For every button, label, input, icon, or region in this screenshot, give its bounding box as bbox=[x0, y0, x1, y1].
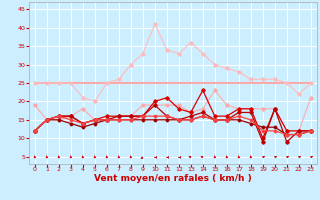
X-axis label: Vent moyen/en rafales ( km/h ): Vent moyen/en rafales ( km/h ) bbox=[94, 174, 252, 183]
